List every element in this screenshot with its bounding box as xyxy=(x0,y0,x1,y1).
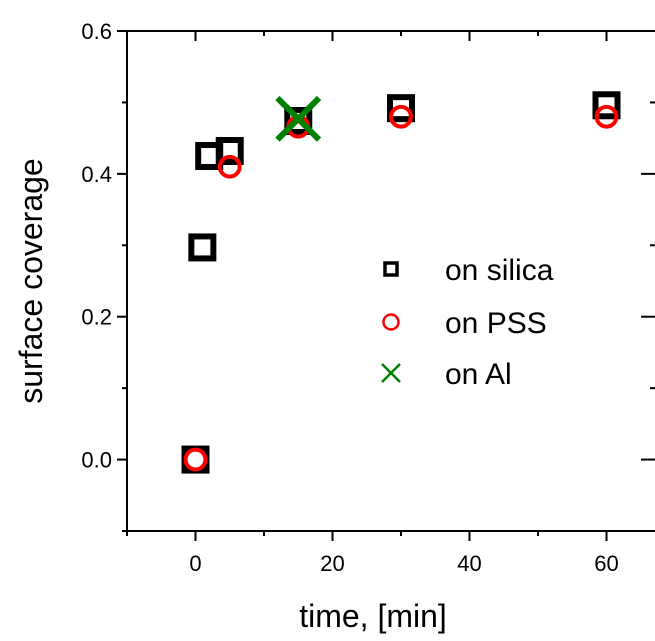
y-axis-title: surface coverage xyxy=(13,158,49,403)
silica-point xyxy=(284,107,313,135)
data-marks xyxy=(181,91,621,474)
legend-item: on Al xyxy=(381,358,512,391)
legend: on silica on PSS on Al xyxy=(381,254,554,391)
y-tick-label: 0.6 xyxy=(81,19,112,44)
legend-silica-marker xyxy=(383,261,399,277)
x-tick-label: 40 xyxy=(457,551,481,576)
x-tick-label: 60 xyxy=(594,551,618,576)
legend-pss-marker xyxy=(382,313,400,331)
legend-item: on silica xyxy=(383,254,554,287)
legend-item: on PSS xyxy=(382,307,547,340)
silica-point xyxy=(387,94,415,123)
y-tick-label: 0.4 xyxy=(81,162,112,187)
al-point-stroke xyxy=(275,95,322,142)
legend-label: on PSS xyxy=(445,307,547,340)
silica-point xyxy=(592,91,621,120)
y-tick-label: 0.0 xyxy=(81,448,112,473)
x-tick-label: 20 xyxy=(320,551,344,576)
pss-point xyxy=(594,104,619,129)
legend-al-marker xyxy=(381,363,401,383)
silica-point xyxy=(215,137,244,165)
x-tick-label: 0 xyxy=(189,551,201,576)
silica-point xyxy=(188,233,217,262)
legend-label: on silica xyxy=(445,254,554,287)
al-point xyxy=(275,95,322,142)
y-tick-label: 0.2 xyxy=(81,305,112,330)
legend-label: on Al xyxy=(445,358,512,391)
x-axis-title: time, [min] xyxy=(299,598,447,634)
pss-point xyxy=(217,154,242,179)
pss-point xyxy=(183,447,208,472)
pss-point xyxy=(389,104,413,129)
axes: 0 20 40 60 0.0 0.2 0.4 0.6 xyxy=(81,19,655,576)
